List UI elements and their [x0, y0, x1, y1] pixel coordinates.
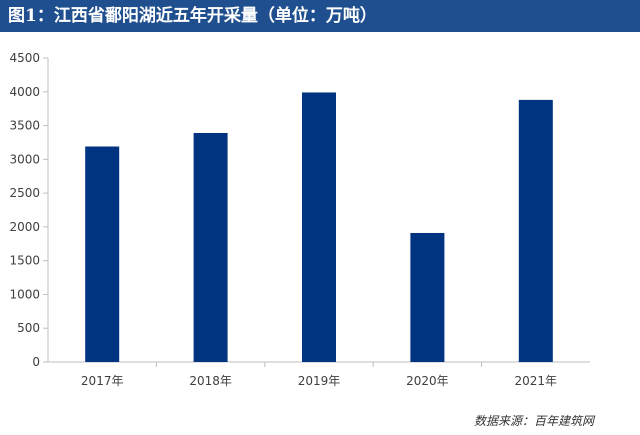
x-tick-label: 2021年 — [515, 374, 558, 388]
x-tick-label: 2017年 — [81, 374, 124, 388]
x-tick-label: 2019年 — [298, 374, 341, 388]
y-tick-label: 4500 — [9, 51, 40, 65]
y-tick-label: 4000 — [9, 85, 40, 99]
y-tick-label: 3000 — [9, 152, 40, 166]
bar-2 — [193, 132, 228, 362]
title-bar: 图1：江西省鄱阳湖近五年开采量（单位：万吨） — [0, 0, 640, 32]
y-tick-label: 3500 — [9, 119, 40, 133]
y-tick-label: 500 — [17, 321, 40, 335]
y-tick-label: 1500 — [9, 254, 40, 268]
y-tick-label: 2500 — [9, 186, 40, 200]
bar-3 — [302, 92, 336, 362]
x-tick-label: 2020年 — [406, 374, 449, 388]
bar-1 — [85, 146, 120, 362]
y-tick-label: 2000 — [9, 220, 40, 234]
bar-5 — [518, 99, 553, 362]
data-source-note: 数据来源：百年建筑网 — [473, 414, 594, 428]
y-tick-label: 0 — [32, 355, 40, 369]
y-tick-label: 1000 — [9, 287, 40, 301]
chart-title: 图1：江西省鄱阳湖近五年开采量（单位：万吨） — [8, 6, 377, 26]
x-tick-label: 2018年 — [189, 374, 232, 388]
bar-4 — [410, 232, 445, 362]
